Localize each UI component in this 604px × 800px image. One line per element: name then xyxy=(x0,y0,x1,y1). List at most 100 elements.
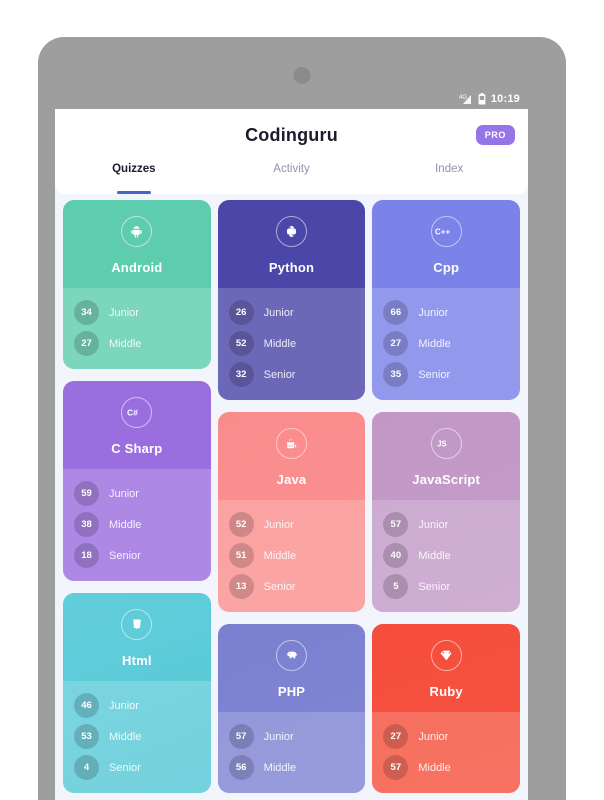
quiz-card-php[interactable]: PHP 57 Junior 56 Middle xyxy=(217,624,366,793)
stat-count-badge: 4 xyxy=(74,755,99,780)
stat-level-label: Middle xyxy=(418,549,451,562)
stat-level-label: Senior xyxy=(109,549,141,562)
quiz-card-android[interactable]: Android 34 Junior 27 Middle xyxy=(63,200,211,369)
card-stats-cpp: 66 Junior 27 Middle 35 Senior xyxy=(372,288,521,400)
stat-row[interactable]: 57 Junior xyxy=(372,509,520,540)
stat-level-label: Junior xyxy=(418,518,449,531)
status-bar: 4G 10:19 xyxy=(55,88,528,109)
stat-count-badge: 38 xyxy=(74,512,99,537)
svg-text:JS: JS xyxy=(437,440,447,449)
stat-count-badge: 53 xyxy=(74,724,99,749)
stat-row[interactable]: 57 Middle xyxy=(372,752,520,783)
stat-row[interactable]: 66 Junior xyxy=(372,297,520,328)
stat-count-badge: 35 xyxy=(383,362,409,387)
card-stats-php: 57 Junior 56 Middle xyxy=(217,712,366,793)
android-icon xyxy=(121,216,153,247)
stat-level-label: Senior xyxy=(418,368,451,381)
pro-badge[interactable]: PRO xyxy=(475,125,515,145)
stat-row[interactable]: 57 Junior xyxy=(218,721,366,752)
card-title-html: Html xyxy=(121,653,152,668)
card-header-html: Html xyxy=(63,593,211,681)
stat-level-label: Senior xyxy=(418,580,451,593)
stat-row[interactable]: 4 Senior xyxy=(63,752,211,783)
grid-column-2: C++ Cpp 66 Junior 27 Middle 35 Senior JS JavaScri… xyxy=(372,200,521,800)
stat-row[interactable]: 13 Senior xyxy=(218,571,366,602)
stat-row[interactable]: 34 Junior xyxy=(63,297,211,328)
stat-level-label: Middle xyxy=(109,337,142,350)
stat-row[interactable]: 56 Middle xyxy=(218,752,366,783)
quiz-card-ruby[interactable]: Ruby 27 Junior 57 Middle xyxy=(372,624,521,793)
tab-activity[interactable]: Activity xyxy=(273,163,310,175)
stat-row[interactable]: 53 Middle xyxy=(63,721,211,752)
stat-row[interactable]: 59 Junior xyxy=(63,478,211,509)
quiz-card-python[interactable]: Python 26 Junior 52 Middle 32 Senior xyxy=(217,200,366,400)
card-stats-android: 34 Junior 27 Middle xyxy=(63,288,211,369)
stat-count-badge: 56 xyxy=(228,755,254,780)
app-bar: Codinguru PRO xyxy=(55,109,528,161)
stat-level-label: Junior xyxy=(418,730,449,743)
card-header-javascript: JS JavaScript xyxy=(372,412,520,500)
stat-level-label: Junior xyxy=(263,306,294,319)
stat-row[interactable]: 52 Middle xyxy=(218,328,366,359)
stat-row[interactable]: 38 Middle xyxy=(63,509,211,540)
stat-row[interactable]: 35 Senior xyxy=(372,359,520,390)
card-stats-python: 26 Junior 52 Middle 32 Senior xyxy=(217,288,366,400)
stat-row[interactable]: 26 Junior xyxy=(218,297,366,328)
card-stats-javascript: 57 Junior 40 Middle 5 Senior xyxy=(372,500,521,612)
stat-count-badge: 40 xyxy=(383,543,409,568)
page-title: Codinguru xyxy=(245,124,338,145)
python-icon xyxy=(276,216,307,247)
stat-row[interactable]: 5 Senior xyxy=(372,571,520,602)
card-header-java: Java xyxy=(218,412,366,500)
tab-index[interactable]: Index xyxy=(435,163,464,175)
stat-level-label: Junior xyxy=(263,518,294,531)
quiz-card-javascript[interactable]: JS JavaScript 57 Junior 40 Middle 5 Senior xyxy=(372,412,521,612)
quiz-card-html[interactable]: Html 46 Junior 53 Middle 4 Senior xyxy=(63,593,211,793)
stat-row[interactable]: 32 Senior xyxy=(218,359,366,390)
stat-level-label: Junior xyxy=(418,306,449,319)
card-title-java: Java xyxy=(276,472,307,487)
card-title-javascript: JavaScript xyxy=(412,472,481,487)
stat-row[interactable]: 46 Junior xyxy=(63,690,211,721)
stat-count-badge: 18 xyxy=(74,543,99,568)
php-elephant-icon xyxy=(276,640,307,671)
cplusplus-icon: C++ xyxy=(430,216,462,247)
card-header-android: Android xyxy=(63,200,211,288)
stat-level-label: Middle xyxy=(418,337,451,350)
stat-level-label: Middle xyxy=(109,518,142,531)
stat-row[interactable]: 52 Junior xyxy=(218,509,366,540)
svg-text:C#: C# xyxy=(127,408,138,418)
tab-bar: Quizzes Activity Index xyxy=(55,161,528,194)
stat-level-label: Junior xyxy=(263,730,294,743)
javascript-icon: JS xyxy=(430,428,462,459)
stat-count-badge: 59 xyxy=(74,481,99,506)
stat-count-badge: 13 xyxy=(228,574,254,599)
stat-count-badge: 27 xyxy=(383,724,409,749)
card-title-android: Android xyxy=(111,260,163,275)
stat-count-badge: 57 xyxy=(383,755,409,780)
svg-text:4G: 4G xyxy=(459,95,467,101)
quiz-card-cpp[interactable]: C++ Cpp 66 Junior 27 Middle 35 Senior xyxy=(372,200,521,400)
stat-count-badge: 57 xyxy=(228,724,254,749)
stat-row[interactable]: 27 Middle xyxy=(63,328,211,359)
stat-count-badge: 46 xyxy=(74,693,99,718)
stat-count-badge: 26 xyxy=(228,300,254,325)
stat-level-label: Senior xyxy=(263,368,296,381)
java-coffee-icon xyxy=(276,428,307,459)
stat-row[interactable]: 18 Senior xyxy=(63,540,211,571)
stat-level-label: Middle xyxy=(109,730,142,743)
stat-row[interactable]: 27 Middle xyxy=(372,328,520,359)
stat-row[interactable]: 51 Middle xyxy=(218,540,366,571)
svg-text:C++: C++ xyxy=(435,227,451,236)
quiz-card-java[interactable]: Java 52 Junior 51 Middle 13 Senior xyxy=(217,412,366,612)
stat-row[interactable]: 27 Junior xyxy=(372,721,520,752)
stat-level-label: Junior xyxy=(109,306,139,319)
tab-quizzes[interactable]: Quizzes xyxy=(55,161,213,194)
stat-count-badge: 32 xyxy=(228,362,254,387)
csharp-icon: C# xyxy=(121,397,153,428)
stat-row[interactable]: 40 Middle xyxy=(372,540,520,571)
stat-count-badge: 52 xyxy=(228,512,254,537)
stat-level-label: Senior xyxy=(263,580,296,593)
stat-level-label: Junior xyxy=(109,699,139,712)
quiz-card-c-sharp[interactable]: C# C Sharp 59 Junior 38 Middle 18 Senior xyxy=(63,381,211,581)
